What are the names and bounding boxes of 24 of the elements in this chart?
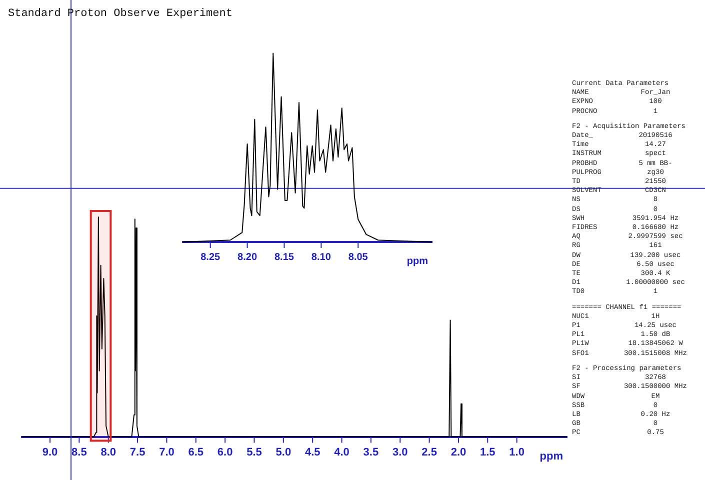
- x-tick-label: 8.15: [274, 252, 294, 263]
- x-tick-label: 7.0: [159, 446, 174, 458]
- x-tick-label: 4.0: [334, 446, 350, 458]
- x-tick-label: 8.10: [311, 252, 332, 263]
- x-tick-label: 3.5: [363, 446, 379, 458]
- x-axis-title: ppm: [540, 450, 564, 462]
- x-tick-label: 9.0: [42, 446, 58, 458]
- x-tick-label: 4.5: [304, 446, 320, 458]
- x-tick-label: 7.5: [130, 446, 146, 458]
- x-tick-label: 5.0: [276, 446, 292, 458]
- x-tick-label: 1.5: [480, 446, 496, 458]
- x-tick-label: 6.5: [188, 446, 204, 458]
- x-tick-label: 2.0: [450, 446, 466, 458]
- x-axis-title: ppm: [406, 256, 428, 267]
- x-tick-label: 8.20: [238, 252, 258, 263]
- x-tick-label: 5.5: [246, 446, 262, 458]
- x-tick-label: 2.5: [422, 446, 437, 458]
- x-tick-label: 8.25: [200, 252, 221, 263]
- x-tick-label: 1.0: [509, 446, 524, 458]
- x-tick-label: 6.0: [217, 446, 233, 458]
- x-tick-label: 8.05: [348, 252, 368, 263]
- x-tick-label: 3.0: [392, 446, 408, 458]
- x-tick-label: 8.5: [72, 446, 87, 458]
- x-tick-label: 8.0: [100, 446, 116, 458]
